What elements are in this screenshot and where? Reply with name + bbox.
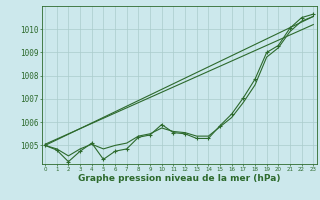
X-axis label: Graphe pression niveau de la mer (hPa): Graphe pression niveau de la mer (hPa) <box>78 174 280 183</box>
